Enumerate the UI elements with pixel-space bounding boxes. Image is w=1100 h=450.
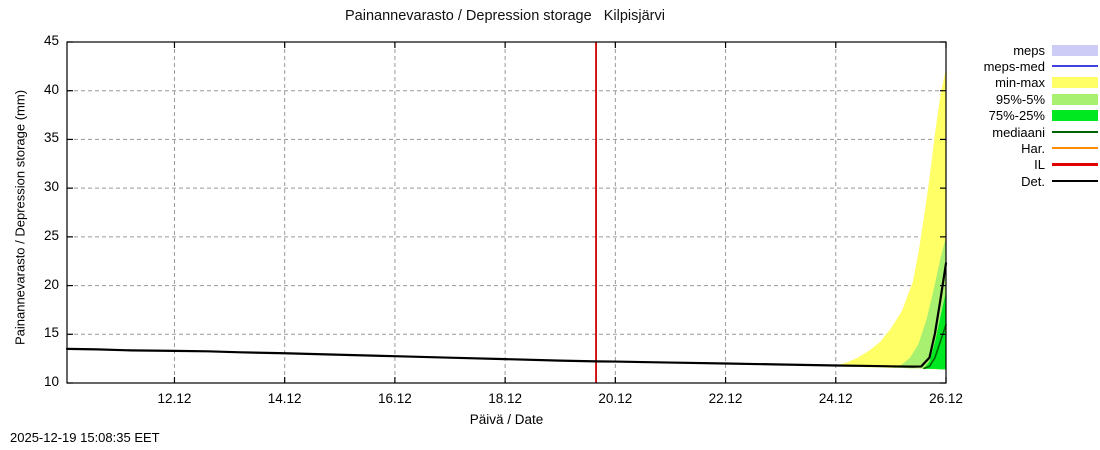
legend-swatch-band (1052, 93, 1098, 105)
x-tick-label: 22.12 (708, 391, 743, 406)
legend-swatch-line (1052, 61, 1098, 72)
y-tick-label: 10 (43, 374, 59, 389)
legend-item-har-: Har. (966, 140, 1098, 156)
legend-swatch-line (1052, 143, 1098, 154)
chart-legend: meps meps-med min-max 95%-5% 75%-25% mediaani… (966, 42, 1098, 190)
legend-item-mediaani: mediaani (966, 124, 1098, 140)
band-75-25- (923, 291, 946, 370)
line-det- (65, 262, 948, 368)
chart-title: Painannevarasto / Depression storage Kil… (345, 8, 665, 24)
legend-label: meps (1013, 42, 1045, 58)
y-tick-label: 40 (43, 81, 59, 97)
x-tick-label: 26.12 (929, 391, 963, 406)
legend-item-meps: meps (966, 42, 1098, 58)
legend-item-det-: Det. (966, 173, 1098, 189)
x-tick-label: 20.12 (598, 391, 633, 406)
legend-item-min-max: min-max (966, 75, 1098, 91)
legend-label: IL (1034, 157, 1045, 173)
y-tick-label: 25 (43, 227, 59, 243)
legend-label: 75%-25% (988, 108, 1045, 124)
legend-label: mediaani (992, 124, 1045, 140)
band-min-max (835, 68, 946, 370)
legend-swatch-band (1052, 44, 1098, 56)
y-tick-label: 45 (43, 33, 59, 48)
legend-label: 95%-5% (995, 91, 1045, 107)
legend-label: meps-med (983, 59, 1045, 75)
legend-item-meps-med: meps-med (966, 58, 1098, 74)
band-95-5- (893, 236, 946, 370)
legend-swatch-band (1052, 110, 1098, 122)
y-tick-label: 15 (43, 325, 59, 341)
legend-label: Har. (1021, 141, 1045, 157)
legend-item-il: IL (966, 157, 1098, 173)
legend-item-95-5-: 95%-5% (966, 91, 1098, 107)
x-tick-label: 18.12 (488, 391, 522, 406)
y-tick-label: 30 (43, 179, 59, 195)
legend-label: Det. (1021, 173, 1045, 189)
legend-swatch-band (1052, 77, 1098, 89)
plot-frame (66, 41, 947, 384)
y-tick-label: 35 (43, 130, 59, 146)
x-axis-label: Päivä / Date (469, 412, 544, 427)
y-tick-label: 20 (43, 276, 59, 292)
plot-background (67, 42, 946, 383)
x-tick-label: 14.12 (267, 391, 302, 406)
legend-swatch-line (1052, 127, 1098, 138)
legend-label: min-max (995, 75, 1045, 91)
x-tick-label: 24.12 (818, 391, 853, 406)
timestamp-label: 2025-12-19 15:08:35 EET (10, 430, 160, 445)
line-mediaani (923, 323, 947, 370)
x-tick-label: 16.12 (377, 391, 412, 406)
legend-item-75-25-: 75%-25% (966, 108, 1098, 124)
legend-swatch-line (1052, 176, 1098, 187)
x-tick-label: 12.12 (157, 391, 192, 406)
legend-swatch-line (1052, 159, 1098, 170)
